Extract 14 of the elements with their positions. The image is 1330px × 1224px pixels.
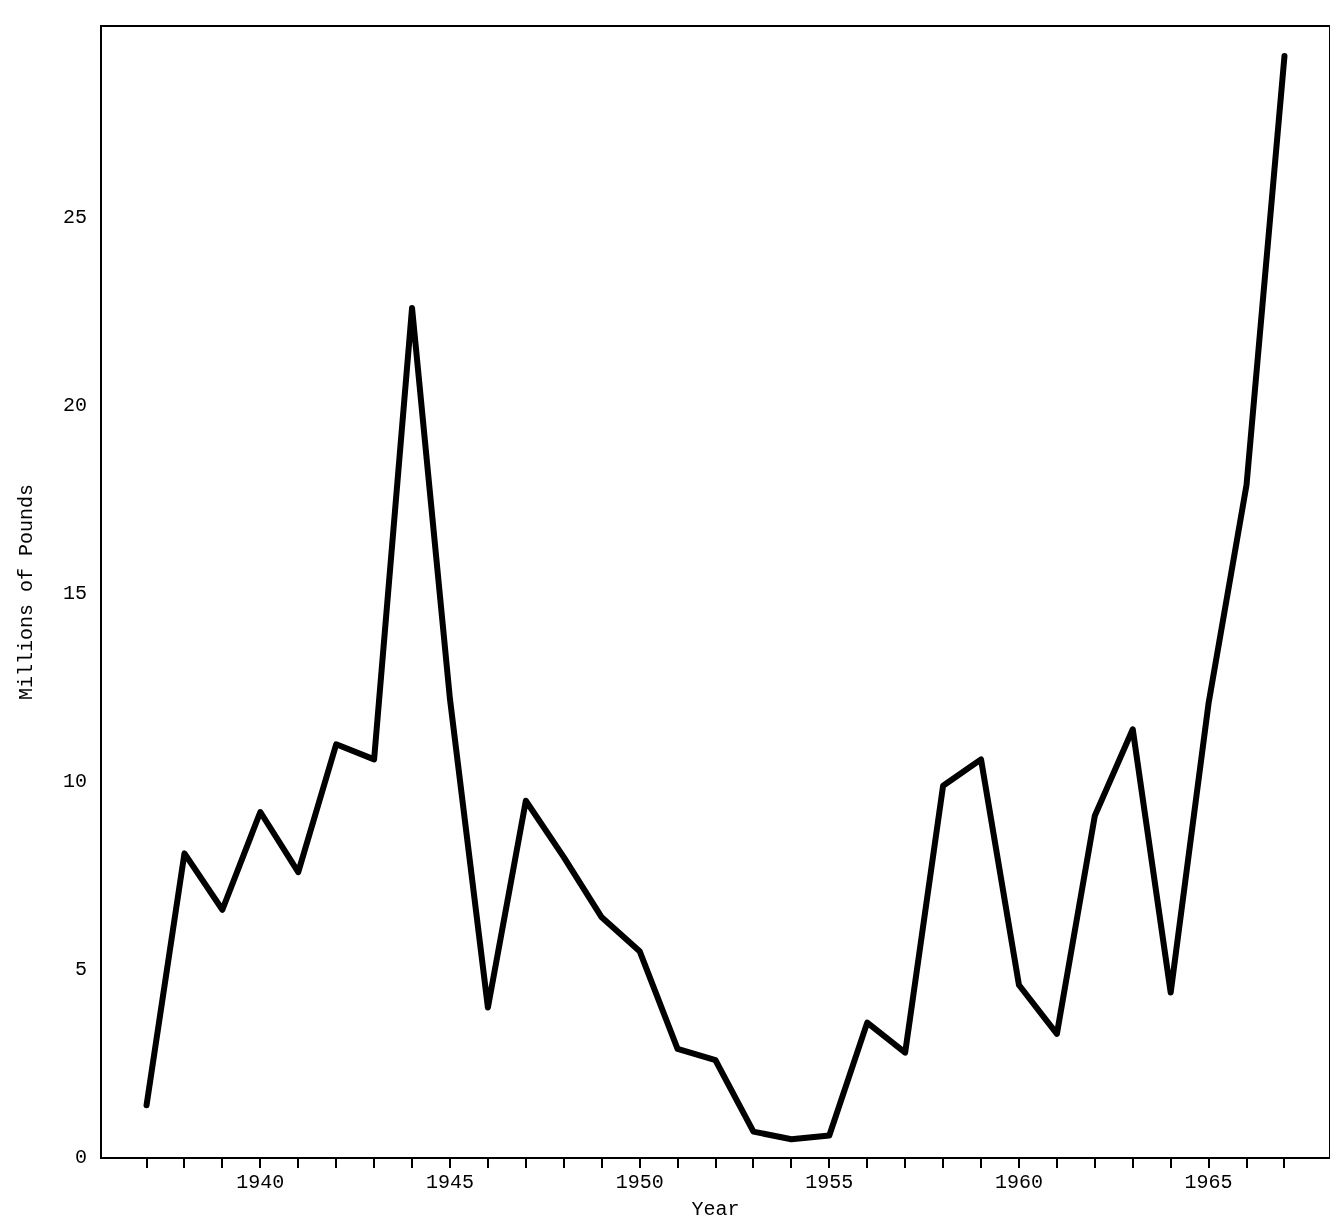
y-tick-label: 5 — [74, 958, 87, 982]
x-tick-label: 1940 — [236, 1171, 285, 1195]
y-tick-label: 15 — [62, 582, 87, 606]
y-tick-label: 20 — [62, 394, 87, 418]
y-tick-label: 0 — [74, 1146, 87, 1170]
x-tick-label: 1955 — [805, 1171, 854, 1195]
x-tick-label: 1960 — [994, 1171, 1043, 1195]
x-tick-label: 1965 — [1184, 1171, 1233, 1195]
x-tick-label: 1950 — [615, 1171, 664, 1195]
y-tick-label: 25 — [62, 206, 87, 230]
y-tick-label: 10 — [62, 770, 87, 794]
y-axis-title: Millions of Pounds — [15, 483, 39, 701]
x-axis-title: Year — [691, 1198, 740, 1222]
x-tick-label: 1945 — [425, 1171, 474, 1195]
